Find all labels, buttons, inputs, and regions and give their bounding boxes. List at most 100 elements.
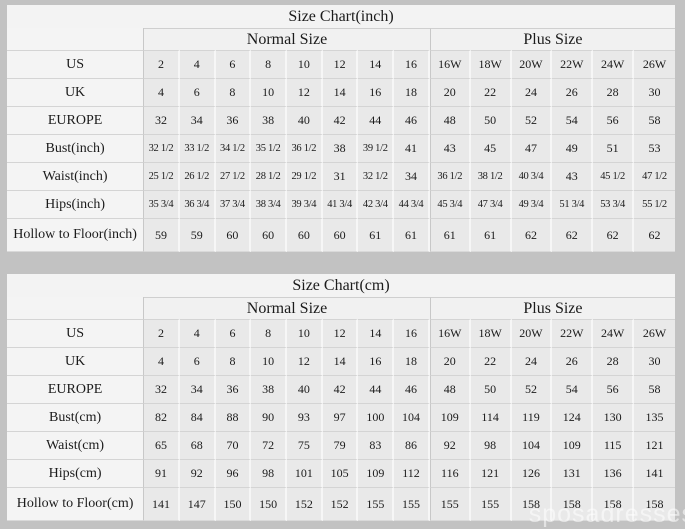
size-value-cell: 4 xyxy=(179,50,216,78)
size-value-cell: 49 3/4 xyxy=(511,190,553,218)
size-value-cell: 35 3/4 xyxy=(144,190,180,218)
size-value-cell: 30 xyxy=(634,347,675,375)
size-value-cell: 12 xyxy=(322,50,359,78)
size-value-cell: 150 xyxy=(251,487,288,521)
size-value-cell: 31 xyxy=(322,162,359,190)
row-label: Hollow to Floor(inch) xyxy=(7,218,145,252)
size-value-cell: 26W xyxy=(634,319,675,347)
size-value-cell: 84 xyxy=(179,403,216,431)
size-value-cell: 41 xyxy=(394,134,430,162)
size-value-cell: 22 xyxy=(470,347,512,375)
size-value-cell: 90 xyxy=(251,403,288,431)
size-value-cell: 49 xyxy=(552,134,594,162)
size-value-cell: 155 xyxy=(429,487,471,521)
size-value-cell: 39 3/4 xyxy=(287,190,323,218)
size-value-cell: 38 xyxy=(251,106,287,134)
size-value-cell: 4 xyxy=(144,347,180,375)
size-value-cell: 43 xyxy=(429,134,471,162)
size-value-cell: 101 xyxy=(287,459,323,487)
size-value-cell: 12 xyxy=(287,347,323,375)
size-value-cell: 97 xyxy=(322,403,359,431)
table-row: US 2 4 6 8 10 12 14 16 16W 18W 20W 22W 24W 26W xyxy=(7,319,675,347)
row-label: UK xyxy=(7,347,145,375)
size-value-cell: 45 xyxy=(470,134,512,162)
size-value-cell: 116 xyxy=(429,459,471,487)
row-label: Hips(inch) xyxy=(7,190,145,218)
size-value-cell: 42 xyxy=(322,375,359,403)
size-value-cell: 152 xyxy=(322,487,359,521)
size-value-cell: 61 xyxy=(358,218,395,252)
row-label: Hollow to Floor(cm) xyxy=(7,487,145,521)
size-value-cell: 109 xyxy=(358,459,395,487)
size-value-cell: 40 xyxy=(287,106,323,134)
size-value-cell: 109 xyxy=(429,403,471,431)
table-title-row: Size Chart(inch) xyxy=(7,5,675,28)
table-row: Waist(cm) 65 68 70 72 75 79 83 86 92 98 104 109 115 12… xyxy=(7,431,675,459)
size-value-cell: 12 xyxy=(322,319,359,347)
size-value-cell: 158 xyxy=(634,487,675,521)
table-title-row: Size Chart(cm) xyxy=(7,274,675,297)
size-value-cell: 34 xyxy=(179,106,216,134)
size-value-cell: 29 1/2 xyxy=(287,162,323,190)
size-value-cell: 131 xyxy=(552,459,594,487)
size-value-cell: 4 xyxy=(144,78,180,106)
size-value-cell: 26 1/2 xyxy=(179,162,216,190)
size-value-cell: 16W xyxy=(429,319,471,347)
size-value-cell: 36 xyxy=(215,375,252,403)
size-value-cell: 72 xyxy=(251,431,288,459)
size-value-cell: 104 xyxy=(511,431,553,459)
size-value-cell: 40 3/4 xyxy=(511,162,553,190)
size-value-cell: 68 xyxy=(179,431,216,459)
size-value-cell: 96 xyxy=(215,459,252,487)
size-value-cell: 40 xyxy=(287,375,323,403)
size-value-cell: 82 xyxy=(144,403,180,431)
size-value-cell: 91 xyxy=(144,459,180,487)
table-row: UK 4 6 8 10 12 14 16 18 20 22 24 26 28 30 xyxy=(7,78,675,106)
size-value-cell: 115 xyxy=(593,431,635,459)
size-value-cell: 34 xyxy=(179,375,216,403)
size-value-cell: 124 xyxy=(552,403,594,431)
table-row: Hollow to Floor(cm) 141 147 150 150 152 152 155… xyxy=(7,487,675,521)
normal-size-header: Normal Size xyxy=(144,297,430,319)
size-value-cell: 158 xyxy=(511,487,553,521)
size-value-cell: 26 xyxy=(552,347,594,375)
size-value-cell: 61 xyxy=(470,218,512,252)
size-value-cell: 92 xyxy=(179,459,216,487)
size-value-cell: 30 xyxy=(634,78,675,106)
table-row: EUROPE 32 34 36 38 40 42 44 46 48 50 52 54 56 58 xyxy=(7,375,675,403)
normal-size-header: Normal Size xyxy=(144,28,430,50)
size-value-cell: 114 xyxy=(470,403,512,431)
row-label: Bust(inch) xyxy=(7,134,145,162)
size-value-cell: 47 1/2 xyxy=(634,162,675,190)
size-value-cell: 12 xyxy=(287,78,323,106)
size-value-cell: 86 xyxy=(394,431,430,459)
size-value-cell: 10 xyxy=(287,319,323,347)
size-value-cell: 44 xyxy=(358,106,395,134)
size-value-cell: 38 xyxy=(322,134,359,162)
size-chart-inch-table: Size Chart(inch) Normal Size Plus Size U… xyxy=(7,5,675,252)
size-value-cell: 92 xyxy=(429,431,471,459)
size-value-cell: 22 xyxy=(470,78,512,106)
size-value-cell: 46 xyxy=(394,106,430,134)
size-value-cell: 28 xyxy=(593,347,635,375)
size-value-cell: 60 xyxy=(251,218,287,252)
size-value-cell: 38 xyxy=(251,375,288,403)
size-value-cell: 42 xyxy=(322,106,359,134)
size-value-cell: 10 xyxy=(251,347,288,375)
size-value-cell: 60 xyxy=(287,218,323,252)
size-value-cell: 32 xyxy=(144,375,180,403)
size-value-cell: 16 xyxy=(394,50,430,78)
size-value-cell: 35 1/2 xyxy=(251,134,287,162)
size-value-cell: 62 xyxy=(634,218,675,252)
size-value-cell: 6 xyxy=(179,347,216,375)
size-value-cell: 155 xyxy=(394,487,430,521)
size-value-cell: 59 xyxy=(179,218,216,252)
size-value-cell: 8 xyxy=(251,50,287,78)
size-value-cell: 61 xyxy=(394,218,430,252)
size-value-cell: 88 xyxy=(215,403,252,431)
size-value-cell: 54 xyxy=(552,375,594,403)
row-label: Waist(cm) xyxy=(7,431,145,459)
size-value-cell: 104 xyxy=(394,403,430,431)
size-value-cell: 2 xyxy=(144,319,180,347)
